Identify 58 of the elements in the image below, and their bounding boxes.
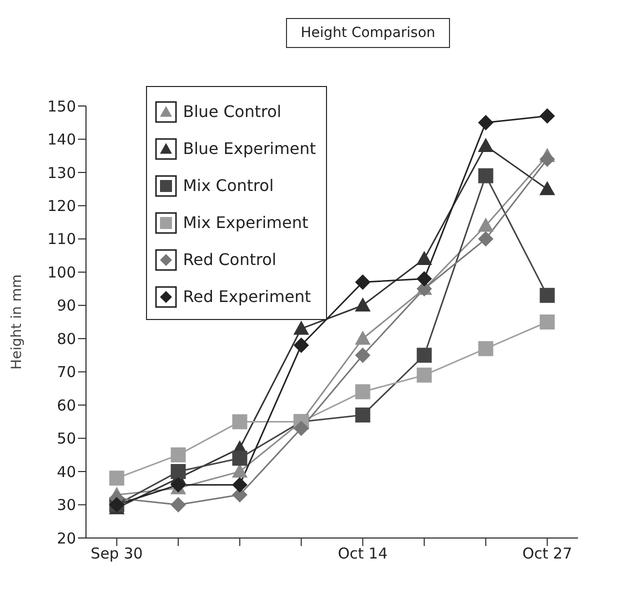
y-tick-label: 100 — [47, 263, 76, 282]
legend-label: Red Control — [183, 250, 276, 269]
point — [478, 341, 494, 356]
x-tick-label: Sep 30 — [90, 544, 143, 563]
point — [232, 464, 248, 478]
legend-label: Red Experiment — [183, 287, 311, 306]
point — [170, 477, 186, 492]
point — [294, 420, 309, 436]
point — [416, 251, 432, 265]
x-tick-label: Oct 14 — [338, 544, 388, 563]
point — [170, 497, 186, 512]
point — [170, 464, 186, 480]
point — [478, 218, 494, 232]
point — [540, 152, 555, 167]
y-tick-label: 90 — [56, 296, 76, 315]
point — [478, 138, 494, 152]
point — [540, 108, 555, 124]
y-tick-label: 110 — [47, 230, 76, 248]
y-tick-label: 40 — [56, 462, 76, 481]
point — [540, 288, 555, 303]
point — [294, 338, 309, 353]
point — [170, 447, 186, 462]
legend-label: Blue Control — [183, 102, 282, 121]
point — [355, 384, 370, 400]
point — [540, 314, 555, 330]
point — [478, 168, 494, 184]
y-axis-title: Height in mm — [8, 274, 25, 370]
point — [355, 274, 370, 290]
point — [355, 331, 370, 345]
point — [416, 368, 432, 383]
y-tick-label: 130 — [47, 164, 76, 182]
point — [232, 414, 248, 430]
y-tick-label: 60 — [56, 396, 76, 414]
x-tick-label: Oct 27 — [522, 544, 572, 563]
point — [416, 348, 432, 363]
y-tick-label: 140 — [47, 130, 76, 149]
y-tick-label: 70 — [56, 363, 76, 382]
y-tick-label: 50 — [56, 430, 76, 448]
point — [294, 321, 309, 335]
legend-label: Blue Experiment — [183, 139, 316, 158]
point — [109, 470, 124, 486]
point — [355, 298, 370, 312]
point — [478, 115, 494, 130]
legend-label: Mix Experiment — [183, 213, 308, 232]
legend-label: Mix Control — [183, 176, 274, 195]
point — [540, 182, 555, 196]
y-tick-label: 80 — [56, 330, 76, 348]
point — [416, 271, 432, 286]
y-tick-label: 120 — [47, 197, 76, 216]
point — [478, 231, 494, 246]
chart-title: Height Comparison — [286, 18, 450, 48]
point — [355, 348, 370, 363]
y-tick-label: 20 — [56, 529, 76, 548]
point — [232, 450, 248, 466]
point — [355, 408, 370, 423]
y-tick-label: 30 — [56, 496, 76, 514]
point — [232, 477, 248, 492]
y-tick-label: 150 — [47, 97, 76, 116]
